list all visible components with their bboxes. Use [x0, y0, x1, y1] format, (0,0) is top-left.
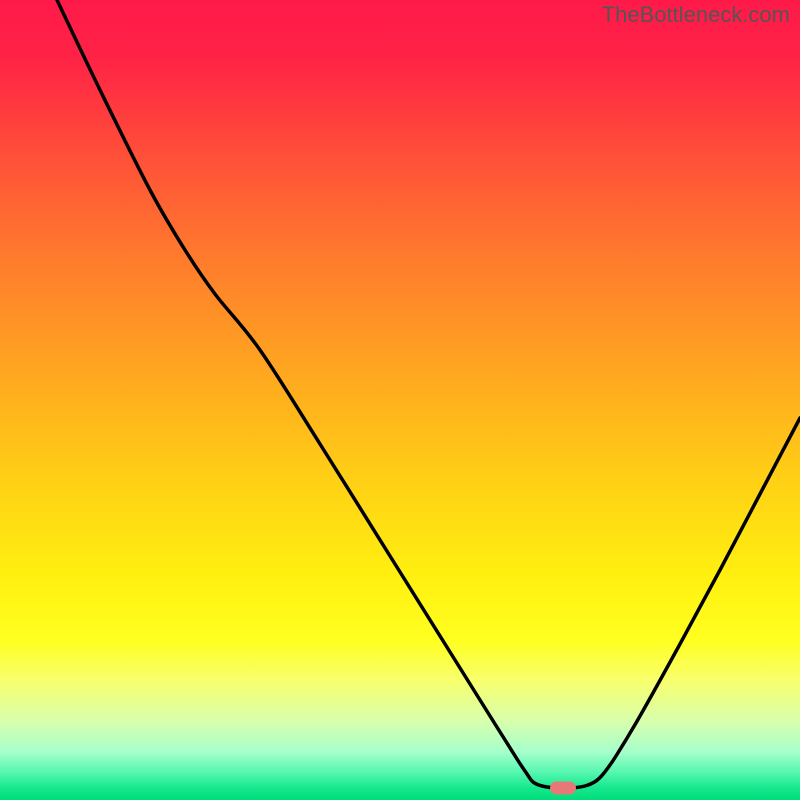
bottleneck-curve	[57, 0, 800, 788]
watermark-text: TheBottleneck.com	[602, 2, 790, 28]
optimal-point-marker	[550, 782, 576, 795]
bottleneck-chart: TheBottleneck.com	[0, 0, 800, 800]
bottleneck-curve-layer	[0, 0, 800, 800]
